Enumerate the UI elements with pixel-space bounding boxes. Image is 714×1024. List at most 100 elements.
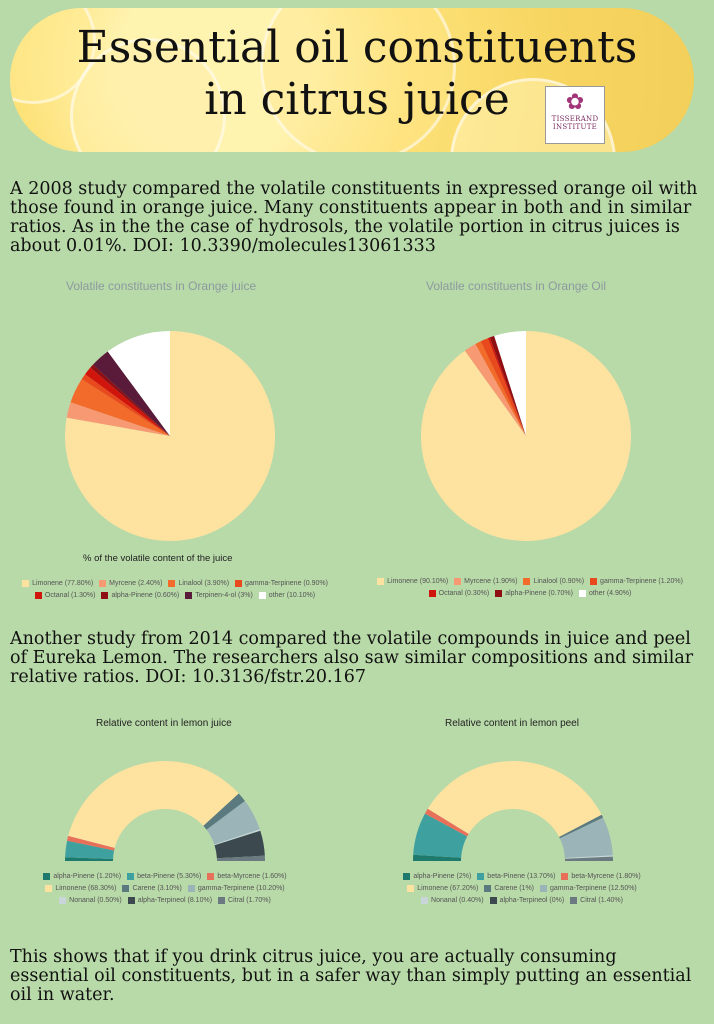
legend-item-nonanal[interactable]: Nonanal (0.40%)	[421, 897, 484, 904]
orange-oil-legend: Limonene (90.10%) Myrcene (1.90%) Linalool…	[355, 578, 705, 602]
legend-swatch	[127, 873, 135, 880]
donut-slice-alpha-pinene	[65, 857, 114, 861]
legend-label: Terpinen-4-ol (3%)	[195, 592, 253, 599]
legend-swatch	[421, 897, 429, 904]
flower-icon: ✿	[565, 90, 585, 115]
legend-item-gamma-terpinene[interactable]: gamma-Terpinene (12.50%)	[540, 885, 637, 892]
legend-item-citral[interactable]: Citral (1.70%)	[218, 897, 271, 904]
legend-item-beta-pinene[interactable]: beta-Pinene (13.70%)	[477, 873, 555, 880]
legend-item-gamma-terpinene[interactable]: gamma-Terpinene (1.20%)	[590, 578, 683, 585]
legend-swatch	[489, 897, 497, 904]
legend-item-other[interactable]: other (4.90%)	[578, 590, 632, 597]
donut-slice-nonanal	[564, 855, 613, 859]
legend-row: Octanal (0.30%) alpha-Pinene (0.70%) other…	[355, 590, 705, 597]
legend-swatch	[523, 578, 531, 585]
legend-swatch	[99, 580, 107, 587]
legend-item-alpha-terpineol[interactable]: alpha-Terpineol (0%)	[489, 897, 564, 904]
pie-slice-gamma-terpinene	[81, 374, 170, 436]
legend-item-octanal[interactable]: Octanal (1.30%)	[34, 592, 95, 599]
chart-title-lemon-juice: Relative content in lemon juice	[96, 718, 232, 729]
legend-swatch	[187, 885, 195, 892]
legend-row: Nonanal (0.40%) alpha-Terpineol (0%) Citra…	[352, 897, 692, 904]
legend-swatch	[495, 590, 503, 597]
donut-slice-alpha-pinene	[413, 854, 462, 861]
legend-item-nonanal[interactable]: Nonanal (0.50%)	[59, 897, 122, 904]
orange-juice-caption: % of the volatile content of the juice	[83, 553, 233, 564]
legend-item-terpinen-4-ol[interactable]: Terpinen-4-ol (3%)	[185, 592, 253, 599]
legend-item-linalool[interactable]: Linalool (0.90%)	[523, 578, 584, 585]
legend-item-alpha-pinene[interactable]: alpha-Pinene (0.60%)	[101, 592, 179, 599]
legend-label: Octanal (0.30%)	[438, 590, 490, 597]
legend-swatch	[43, 873, 51, 880]
legend-row: Limonene (68.30%) Carene (3.10%) gamma-Ter…	[0, 885, 330, 892]
legend-label: gamma-Terpinene (1.20%)	[600, 578, 683, 585]
donut-slice-carene	[203, 793, 245, 830]
donut-slice-beta-pinene	[65, 840, 115, 860]
legend-swatch	[570, 897, 578, 904]
legend-swatch	[45, 885, 53, 892]
legend-item-limonene[interactable]: Limonene (90.10%)	[377, 578, 448, 585]
header-banner	[10, 8, 694, 152]
legend-item-octanal[interactable]: Octanal (0.30%)	[428, 590, 490, 597]
legend-item-alpha-pinene[interactable]: alpha-Pinene (0.70%)	[495, 590, 573, 597]
legend-label: alpha-Pinene (1.20%)	[53, 873, 122, 880]
pie-slice-myrcene	[464, 343, 526, 436]
legend-item-gamma-terpinene[interactable]: gamma-Terpinene (0.90%)	[235, 580, 328, 587]
legend-row: alpha-Pinene (1.20%) beta-Pinene (5.30%) b…	[0, 873, 330, 880]
legend-label: beta-Myrcene (1.80%)	[571, 873, 641, 880]
legend-swatch	[59, 897, 67, 904]
legend-swatch	[428, 590, 436, 597]
legend-label: alpha-Pinene (0.60%)	[111, 592, 180, 599]
legend-swatch	[235, 580, 243, 587]
orange-juice-legend: Limonene (77.80%) Myrcene (2.40%) Linalool…	[5, 580, 345, 604]
legend-item-other[interactable]: other (10.10%)	[258, 592, 315, 599]
chart-title-orange-oil: Volatile constituents in Orange Oil	[426, 279, 607, 293]
legend-item-beta-pinene[interactable]: beta-Pinene (5.30%)	[127, 873, 201, 880]
legend-row: alpha-Pinene (2%) beta-Pinene (13.70%) bet…	[352, 873, 692, 880]
legend-label: Limonene (77.80%)	[32, 580, 94, 587]
donut-slice-gamma-terpinene	[206, 800, 260, 845]
legend-item-beta-myrcene[interactable]: beta-Myrcene (1.80%)	[561, 873, 641, 880]
legend-item-myrcene[interactable]: Myrcene (1.90%)	[454, 578, 517, 585]
donut-slice-gamma-terpinene	[559, 817, 613, 859]
legend-swatch	[403, 873, 411, 880]
orange-oil-pie-chart	[421, 331, 631, 541]
legend-swatch	[407, 885, 415, 892]
legend-item-alpha-pinene[interactable]: alpha-Pinene (1.20%)	[43, 873, 121, 880]
legend-item-gamma-terpinene[interactable]: gamma-Terpinene (10.20%)	[187, 885, 285, 892]
legend-item-myrcene[interactable]: Myrcene (2.40%)	[99, 580, 162, 587]
legend-swatch	[207, 873, 215, 880]
legend-label: alpha-Terpineol (8.10%)	[137, 897, 213, 904]
pie-slice-gamma-terpinene	[480, 338, 526, 436]
legend-item-linalool[interactable]: Linalool (3.90%)	[168, 580, 229, 587]
legend-item-citral[interactable]: Citral (1.40%)	[570, 897, 623, 904]
legend-swatch	[590, 578, 598, 585]
donut-slice-beta-pinene	[413, 813, 468, 858]
legend-item-limonene[interactable]: Limonene (67.20%)	[407, 885, 478, 892]
donut-slice-alpha-terpineol	[214, 830, 265, 859]
legend-item-limonene[interactable]: Limonene (68.30%)	[45, 885, 116, 892]
legend-item-carene[interactable]: Carene (1%)	[484, 885, 534, 892]
legend-label: Citral (1.70%)	[228, 897, 271, 904]
legend-item-alpha-terpineol[interactable]: alpha-Terpineol (8.10%)	[127, 897, 213, 904]
pie-slice-octanal	[85, 367, 170, 436]
legend-label: other (4.90%)	[588, 590, 632, 597]
legend-item-limonene[interactable]: Limonene (77.80%)	[22, 580, 93, 587]
lemon-juice-legend: alpha-Pinene (1.20%) beta-Pinene (5.30%) b…	[0, 873, 330, 909]
legend-item-carene[interactable]: Carene (3.10%)	[122, 885, 182, 892]
donut-slice-beta-myrcene	[424, 808, 469, 837]
legend-swatch	[168, 580, 176, 587]
legend-swatch	[101, 592, 109, 599]
legend-item-beta-myrcene[interactable]: beta-Myrcene (1.60%)	[207, 873, 287, 880]
pie-slice-other	[107, 331, 170, 436]
legend-item-alpha-pinene[interactable]: alpha-Pinene (2%)	[403, 873, 471, 880]
legend-row: Limonene (77.80%) Myrcene (2.40%) Linalool…	[5, 580, 345, 587]
legend-row: Nonanal (0.50%) alpha-Terpineol (8.10%) Ci…	[0, 897, 330, 904]
donut-slice-limonene	[427, 761, 602, 837]
legend-label: Nonanal (0.40%)	[431, 897, 484, 904]
legend-label: gamma-Terpinene (12.50%)	[550, 885, 637, 892]
legend-label: Carene (3.10%)	[132, 885, 182, 892]
legend-swatch	[218, 897, 226, 904]
legend-label: Citral (1.40%)	[580, 897, 623, 904]
legend-label: alpha-Pinene (2%)	[413, 873, 472, 880]
